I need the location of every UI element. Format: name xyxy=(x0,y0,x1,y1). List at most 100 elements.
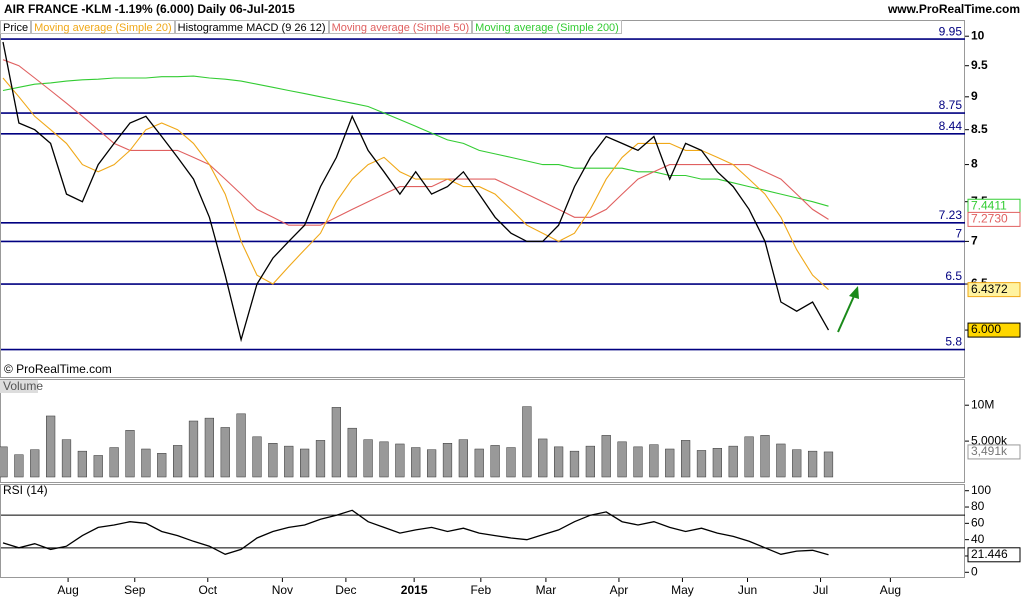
x-tick-label: Oct xyxy=(198,583,217,597)
x-tick-label: Mar xyxy=(536,583,557,597)
volume-panel xyxy=(0,379,965,483)
series-line xyxy=(2,59,829,226)
level-label: 7.23 xyxy=(939,208,963,222)
volume-bar xyxy=(46,415,56,478)
legend: Price Moving average (Simple 20) Histogr… xyxy=(0,20,622,34)
legend-entry: Moving average (Simple 50) xyxy=(328,20,473,34)
rsi-title: RSI (14) xyxy=(3,483,48,497)
volume-bar xyxy=(30,449,40,478)
last-value-box xyxy=(967,547,1021,563)
x-tick-label: Sep xyxy=(124,583,146,597)
x-tick-label: Nov xyxy=(272,583,293,597)
volume-title: Volume xyxy=(3,379,43,393)
legend-entry: Moving average (Simple 20) xyxy=(31,20,175,34)
volume-bar xyxy=(553,446,564,478)
volume-bar xyxy=(522,406,532,478)
volume-bar xyxy=(300,448,310,478)
volume-bar xyxy=(93,455,103,478)
last-value-box xyxy=(967,211,1021,227)
level-label: 8.75 xyxy=(939,98,963,112)
x-tick-label: Aug xyxy=(57,583,78,597)
level-label: 9.95 xyxy=(939,24,963,38)
volume-bar xyxy=(712,448,722,478)
volume-bar xyxy=(585,445,595,478)
volume-bar xyxy=(347,427,357,478)
volume-bar xyxy=(252,436,262,478)
y-tick-label: 60 xyxy=(971,516,985,530)
y-tick-label: 8.5 xyxy=(971,122,988,136)
volume-bar xyxy=(77,450,87,478)
legend-entry: Histogramme MACD (9 26 12) xyxy=(174,20,329,34)
volume-bar xyxy=(363,439,373,478)
last-value-box xyxy=(967,282,1021,298)
volume-bar xyxy=(442,443,453,478)
volume-bar xyxy=(426,449,437,478)
level-label: 7 xyxy=(955,227,962,241)
volume-bar xyxy=(569,450,580,478)
volume-bar xyxy=(236,413,246,478)
last-value-tag: 6.000 xyxy=(967,322,1021,338)
volume-bar xyxy=(173,445,183,478)
volume-bar xyxy=(823,451,834,478)
volume-bar xyxy=(776,443,786,478)
volume-bar xyxy=(188,420,199,478)
volume-bar xyxy=(649,444,659,478)
last-value-tag: 7.2730 xyxy=(967,211,1021,227)
volume-bar xyxy=(204,417,214,478)
volume-bar xyxy=(331,407,341,478)
y-tick-label: 40 xyxy=(971,532,985,546)
y-tick-label: 10M xyxy=(971,397,994,411)
x-tick-label: Feb xyxy=(470,583,491,597)
annotation: © ProRealTime.com xyxy=(4,362,112,376)
volume-bar xyxy=(220,427,230,478)
y-tick-label: 0 xyxy=(971,564,978,578)
volume-bar xyxy=(411,447,421,478)
x-tick-label: Apr xyxy=(610,583,629,597)
series-line xyxy=(2,41,830,343)
y-tick-label: 100 xyxy=(971,483,991,497)
series-line xyxy=(2,75,829,207)
volume-bar xyxy=(680,440,691,478)
legend-entry: Moving average (Simple 200) xyxy=(472,20,622,34)
volume-bar xyxy=(0,446,8,478)
volume-bar xyxy=(728,445,738,478)
x-tick-label: May xyxy=(671,583,694,597)
series-line xyxy=(2,509,829,556)
volume-bar xyxy=(807,450,818,478)
y-tick-label: 7 xyxy=(971,234,978,248)
y-tick-label: 9 xyxy=(971,89,978,103)
rsi-panel xyxy=(0,484,965,578)
level-label: 5.8 xyxy=(945,335,962,349)
header-site: www.ProRealTime.com xyxy=(887,2,1020,16)
volume-bar xyxy=(268,443,278,478)
last-value-tag: 6.4372 xyxy=(967,282,1021,298)
x-tick-label: Jun xyxy=(738,583,757,597)
volume-bar xyxy=(792,449,802,478)
legend-entry: Price xyxy=(0,20,32,34)
y-tick-label: 8 xyxy=(971,157,978,171)
header-bar xyxy=(0,0,1024,20)
volume-bar xyxy=(506,447,516,478)
last-value-label: 3,491k xyxy=(971,444,1008,458)
y-tick-label: 5,000k xyxy=(971,433,1008,447)
volume-bar xyxy=(760,435,770,478)
volume-bar xyxy=(61,439,72,478)
level-label: 8.44 xyxy=(939,119,963,133)
volume-bar xyxy=(109,447,119,478)
volume-bar xyxy=(633,446,643,478)
last-value-tag: 7.4411 xyxy=(967,198,1021,214)
volume-bar xyxy=(315,440,326,478)
volume-bar xyxy=(125,430,135,478)
x-tick-label: Dec xyxy=(335,583,356,597)
last-value-label: 21.446 xyxy=(971,547,1008,561)
volume-bar xyxy=(696,450,707,478)
y-tick-label: 10 xyxy=(971,28,985,42)
series-line xyxy=(2,77,829,291)
volume-bar xyxy=(474,448,484,478)
volume-bar xyxy=(395,443,405,478)
volume-bar xyxy=(601,435,611,478)
volume-bar xyxy=(379,441,389,478)
last-value-label: 6.000 xyxy=(971,322,1001,336)
